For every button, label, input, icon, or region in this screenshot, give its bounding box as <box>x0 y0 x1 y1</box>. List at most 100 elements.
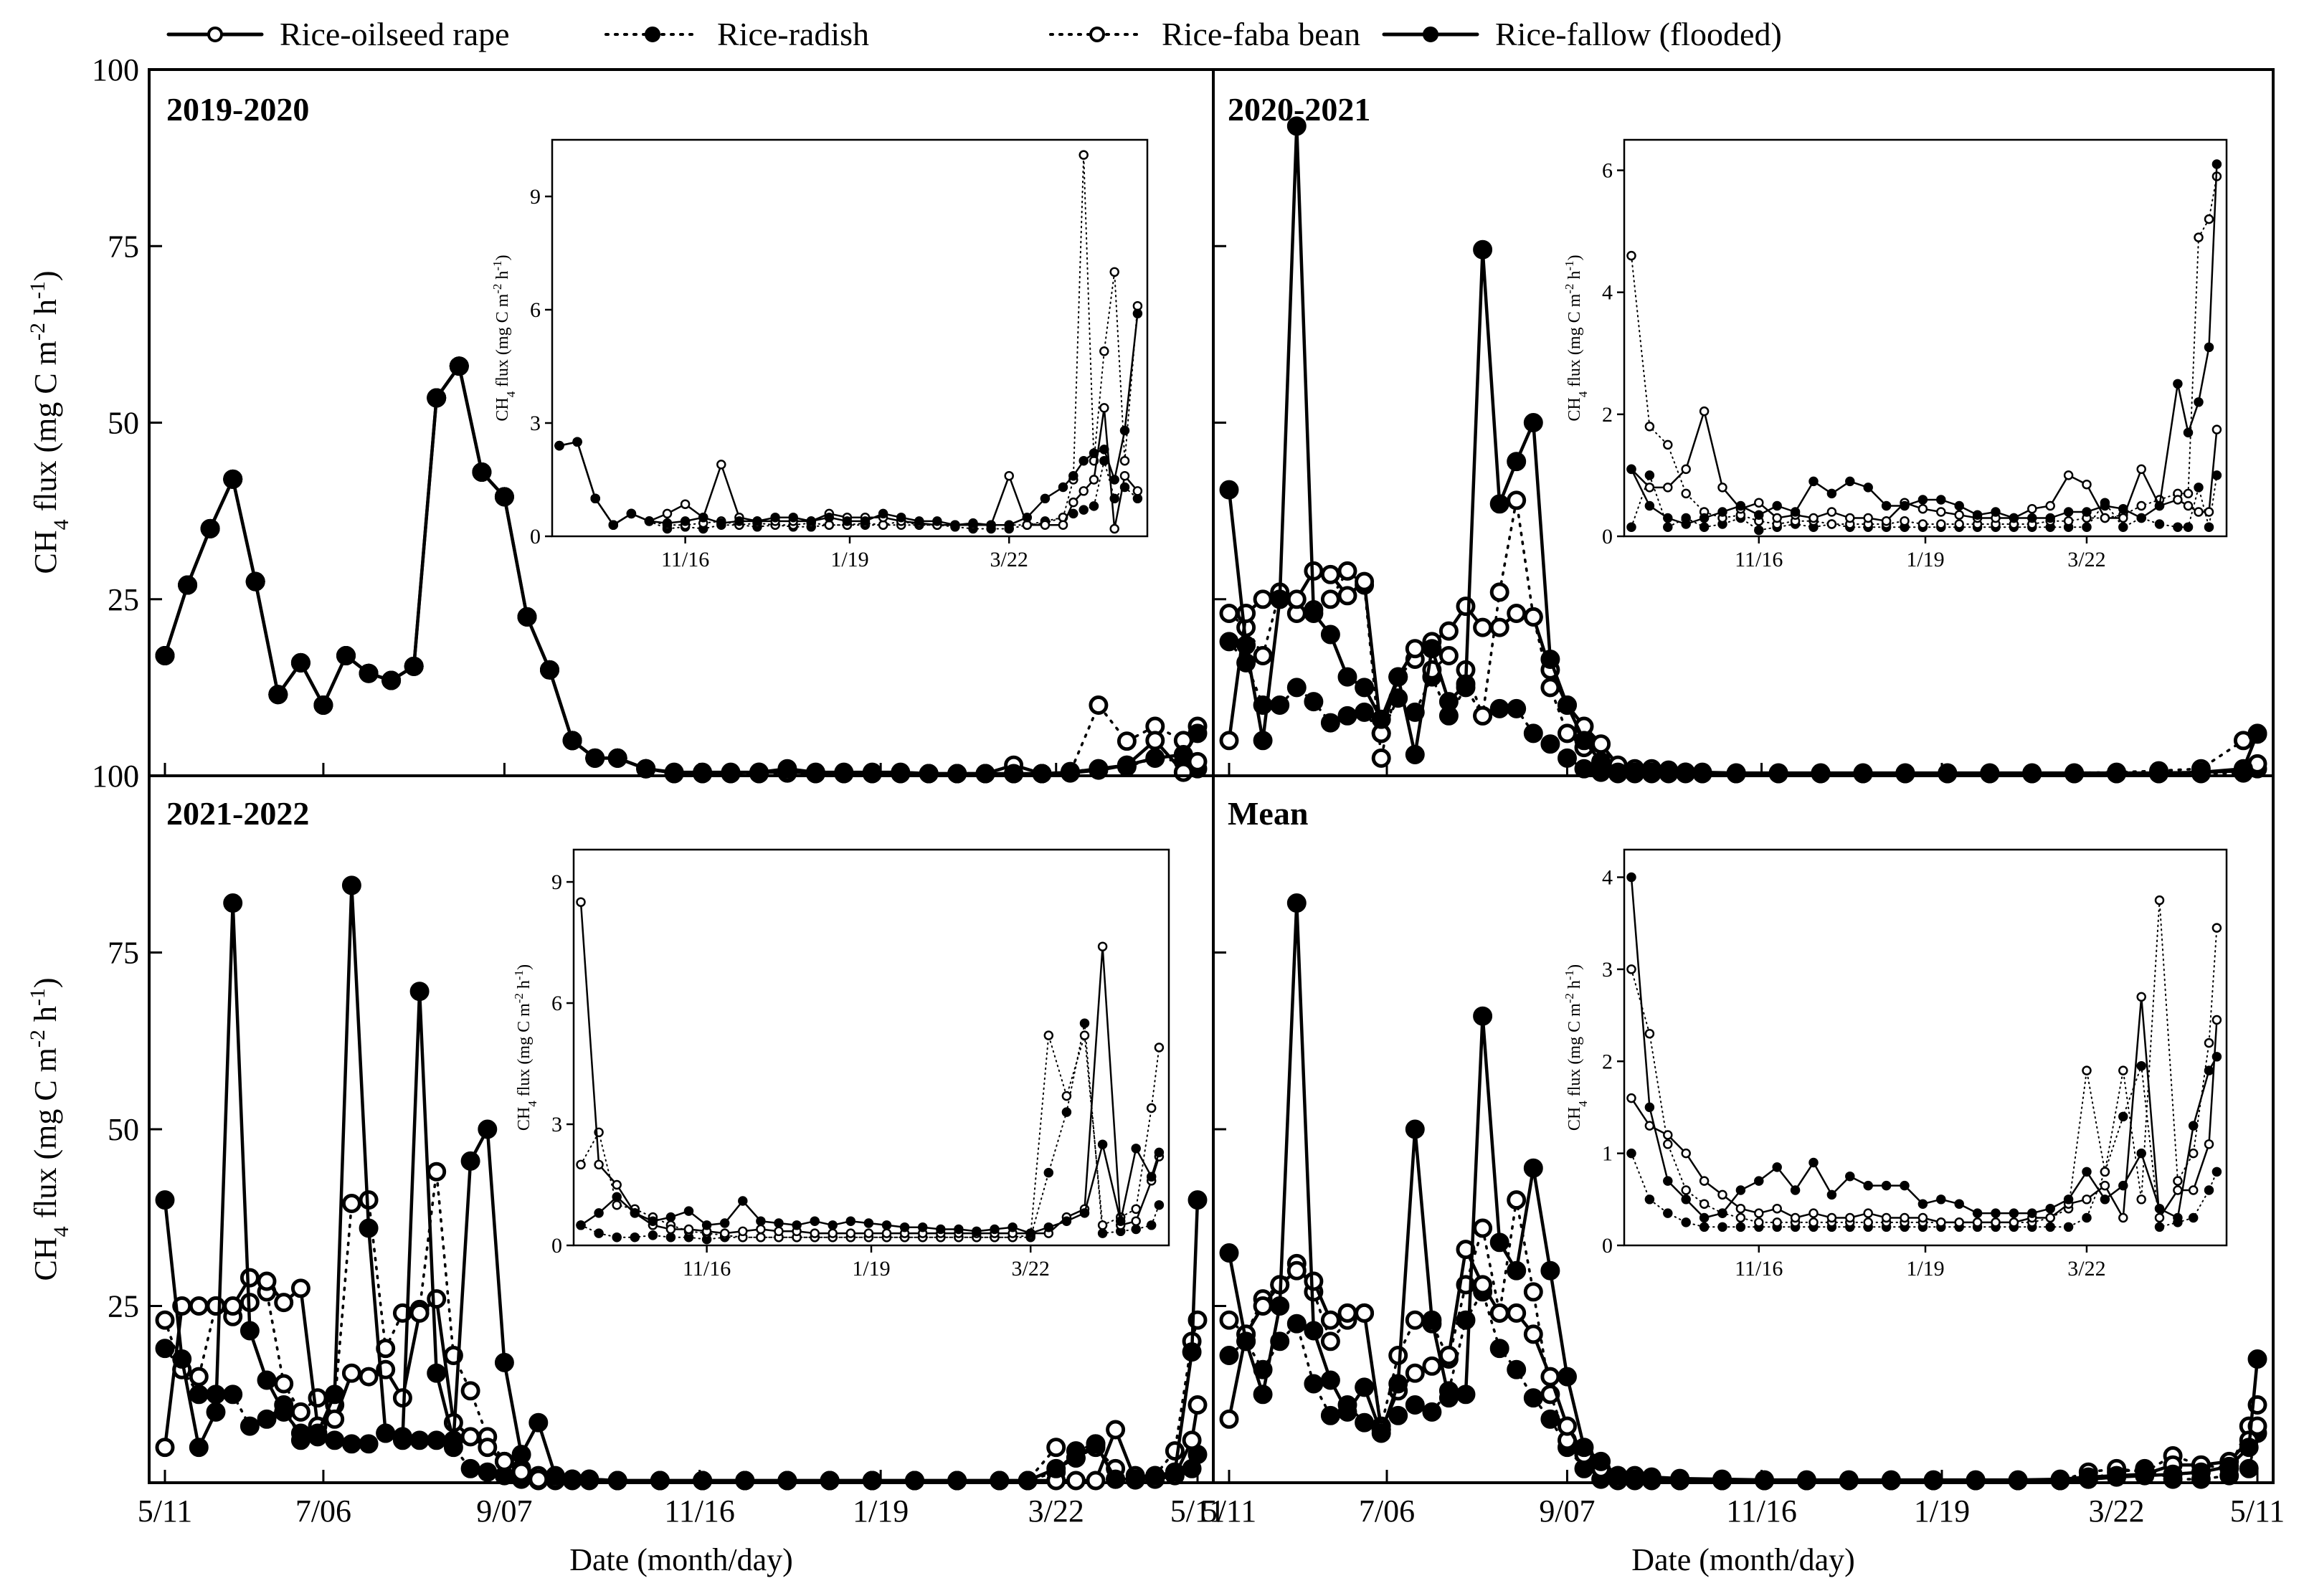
inset-point-rice-faba-bean-30 <box>2173 1176 2183 1186</box>
main-point-rice-radish-10 <box>1388 1405 1408 1425</box>
main-point-rice-fallow-flooded-20 <box>494 1352 514 1372</box>
inset-point-rice-faba-bean-32 <box>2194 232 2204 242</box>
main-point-rice-fallow-flooded-32 <box>947 764 967 784</box>
main-point-rice-oilseed-rape-6 <box>1320 1310 1340 1330</box>
main-point-rice-fallow-flooded-7 <box>1337 667 1357 687</box>
x-tick-label: 3/22 <box>2088 1493 2144 1529</box>
inset-point-rice-radish-29 <box>1068 508 1078 519</box>
inset-point-rice-fallow-flooded-34 <box>1119 425 1130 436</box>
x-tick-label: 11/16 <box>664 1493 735 1529</box>
x-tick-label: 7/06 <box>1359 1493 1415 1529</box>
main-point-rice-fallow-flooded-13 <box>1438 692 1459 712</box>
main-point-rice-fallow-flooded-8 <box>1355 1377 1375 1397</box>
y-tick-label: 75 <box>108 229 139 264</box>
inset-point-rice-oilseed-rape-30 <box>2173 1185 2183 1195</box>
inset-point-rice-fallow-flooded-8 <box>719 1218 730 1228</box>
main-point-rice-fallow-flooded-42 <box>2247 723 2267 744</box>
inset-frame <box>572 848 1170 1247</box>
main-point-rice-radish-3 <box>1270 695 1290 715</box>
main-point-rice-radish-11 <box>1405 1395 1425 1415</box>
inset-series-rice-fallow-flooded <box>576 1139 1165 1238</box>
main-line-rice-oilseed-rape <box>1227 1248 2260 1482</box>
main-point-rice-fallow-flooded-25 <box>579 1469 599 1489</box>
inset-point-rice-oilseed-rape-11 <box>1826 1212 1837 1223</box>
main-point-rice-fallow-flooded-14 <box>1456 674 1476 694</box>
main-point-rice-fallow-flooded-26 <box>607 1471 627 1491</box>
inset-line-rice-fallow-flooded <box>1630 876 2218 1219</box>
inset-point-rice-oilseed-rape-27 <box>1040 520 1051 530</box>
main-point-rice-fallow-flooded-0 <box>155 646 175 665</box>
main-point-rice-fallow-flooded-17 <box>443 1430 463 1450</box>
main-point-rice-fallow-flooded-37 <box>1046 1458 1066 1478</box>
main-point-rice-faba-bean-15 <box>1473 1218 1493 1238</box>
main-point-rice-oilseed-rape-10 <box>325 1409 345 1429</box>
main-point-rice-fallow-flooded-19 <box>585 748 605 768</box>
inset-point-rice-faba-bean-17 <box>1936 519 1946 529</box>
x-tick-label: 5/11 <box>2230 1493 2285 1529</box>
main-point-rice-radish-42 <box>2239 1458 2259 1478</box>
main-point-rice-fallow-flooded-37 <box>1089 759 1109 779</box>
main-point-rice-faba-bean-11 <box>341 1194 361 1213</box>
inset-point-rice-fallow-flooded-6 <box>1735 1185 1746 1195</box>
inset-point-rice-faba-bean-30 <box>1078 150 1089 160</box>
main-point-rice-fallow-flooded-13 <box>1438 1388 1459 1408</box>
main-point-rice-fallow-flooded-5 <box>1304 604 1324 623</box>
main-point-rice-radish-8 <box>1355 1412 1375 1433</box>
y-tick-label: 0 <box>123 759 139 794</box>
inset-point-rice-fallow-flooded-29 <box>1068 470 1078 481</box>
inset-point-rice-oilseed-rape-15 <box>1900 1212 1910 1223</box>
main-point-rice-fallow-flooded-41 <box>1187 723 1208 744</box>
inset-point-rice-radish-27 <box>2118 1111 2128 1122</box>
inset-point-rice-oilseed-rape-7 <box>1754 498 1764 508</box>
inset-point-rice-oilseed-rape-20 <box>1991 1217 2001 1227</box>
inset-point-rice-fallow-flooded-21 <box>2009 513 2019 523</box>
inset-series-rice-fallow-flooded <box>554 308 1143 530</box>
main-point-rice-faba-bean-16 <box>427 1162 447 1182</box>
main-point-rice-fallow-flooded-31 <box>1811 764 1831 784</box>
main-point-rice-faba-bean-20 <box>1558 723 1577 744</box>
inset-point-rice-faba-bean-28 <box>1079 1030 1090 1040</box>
inset-point-rice-fallow-flooded-24 <box>2063 507 2074 517</box>
main-point-rice-fallow-flooded-33 <box>1895 764 1915 784</box>
main-point-rice-fallow-flooded-16 <box>1489 494 1509 514</box>
main-point-rice-fallow-flooded-27 <box>1712 1471 1732 1491</box>
inset-y-tick-label: 6 <box>551 992 562 1015</box>
inset-point-rice-oilseed-rape-6 <box>1735 1203 1746 1214</box>
inset-point-rice-fallow-flooded-6 <box>683 1206 694 1216</box>
inset-point-rice-fallow-flooded-32 <box>1099 445 1109 455</box>
inset-point-rice-radish-31 <box>2183 522 2194 532</box>
inset-point-rice-fallow-flooded-20 <box>1991 1208 2001 1218</box>
main-point-rice-fallow-flooded-35 <box>1980 764 2000 784</box>
main-point-rice-fallow-flooded-35 <box>1032 764 1052 784</box>
inset-point-rice-faba-bean-0 <box>576 1159 586 1170</box>
main-point-rice-fallow-flooded-17 <box>540 660 559 680</box>
inset-point-rice-radish-24 <box>2063 1222 2074 1232</box>
main-point-rice-fallow-flooded-4 <box>1286 116 1307 136</box>
inset-point-rice-oilseed-rape-33 <box>2204 507 2214 517</box>
inset-x-tick-label: 11/16 <box>661 548 709 571</box>
main-point-rice-faba-bean-2 <box>1253 646 1273 665</box>
inset-point-rice-fallow-flooded-28 <box>1079 1208 1090 1218</box>
legend-marker <box>207 27 223 42</box>
main-point-rice-oilseed-rape-17 <box>1507 604 1527 623</box>
inset-point-rice-faba-bean-28 <box>2136 1194 2146 1205</box>
inset-point-rice-radish-5 <box>1717 1222 1727 1232</box>
inset-point-rice-radish-31 <box>1089 501 1099 511</box>
inset-point-rice-fallow-flooded-18 <box>1954 1199 1964 1209</box>
inset-point-rice-oilseed-rape-31 <box>1089 475 1099 485</box>
inset-point-rice-radish-2 <box>612 1232 622 1243</box>
inset-point-rice-fallow-flooded-1 <box>1644 1102 1655 1113</box>
inset-point-rice-faba-bean-31 <box>2188 1148 2199 1159</box>
inset-point-rice-fallow-flooded-15 <box>1900 1180 1910 1191</box>
main-point-rice-fallow-flooded-21 <box>1574 731 1594 751</box>
inset-point-rice-oilseed-rape-14 <box>1881 516 1892 526</box>
main-point-rice-oilseed-rape-7 <box>1337 586 1357 606</box>
inset-y-tick-label: 3 <box>1602 958 1613 982</box>
main-point-rice-fallow-flooded-28 <box>1692 764 1712 784</box>
inset-y-tick-label: 2 <box>1602 1050 1613 1073</box>
inset-point-rice-fallow-flooded-13 <box>810 1216 820 1226</box>
main-point-rice-radish-18 <box>460 1458 480 1478</box>
inset-point-rice-oilseed-rape-32 <box>2194 507 2204 517</box>
